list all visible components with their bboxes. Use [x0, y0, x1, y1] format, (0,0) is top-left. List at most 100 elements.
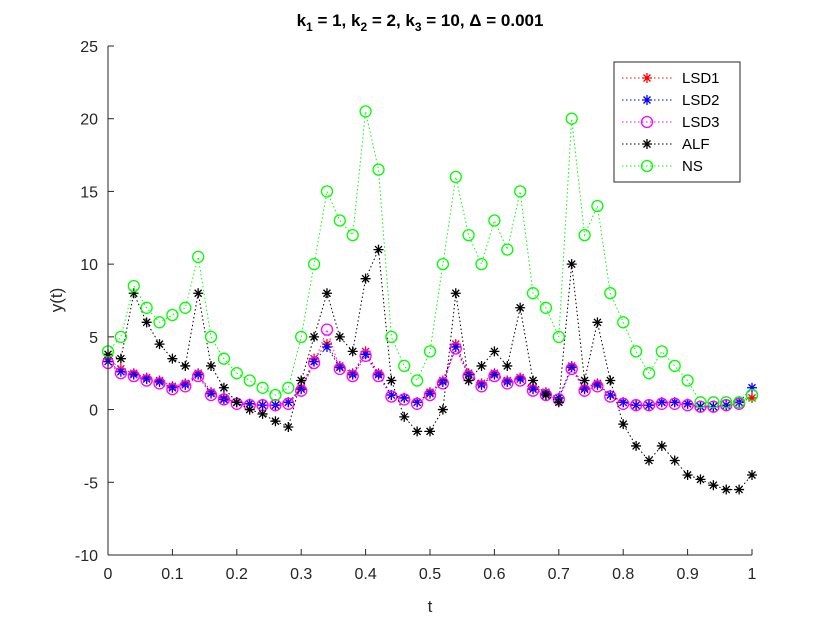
point-alf-20 [360, 273, 371, 284]
point-lsd3-22 [385, 390, 398, 403]
point-lsd3-4 [153, 377, 166, 390]
x-tick-label-9: 0.9 [676, 566, 698, 583]
point-lsd2-46 [695, 401, 706, 412]
x-axis-label: t [428, 597, 433, 616]
point-alf-45 [682, 470, 693, 481]
point-ns-38 [591, 199, 604, 213]
point-ns-29 [475, 257, 488, 271]
point-alf-1 [115, 353, 126, 364]
point-lsd3-40 [617, 397, 630, 410]
legend-item-lsd1: LSD1 [622, 70, 720, 87]
legend-marker-alf [642, 139, 652, 149]
point-lsd3-31 [501, 377, 514, 390]
point-ns-42 [642, 367, 656, 380]
x-tick-label-6: 0.6 [483, 566, 505, 583]
point-lsd2-28 [463, 369, 474, 380]
legend-box [613, 61, 741, 183]
point-lsd3-36 [565, 362, 578, 376]
point-ns-6 [179, 301, 192, 314]
x-tick-label-4: 0.4 [354, 566, 376, 583]
point-alf-4 [154, 339, 165, 350]
y-tick-label-3: 5 [89, 330, 98, 347]
point-lsd3-5 [166, 383, 179, 396]
legend-label-lsd1: LSD1 [682, 70, 720, 87]
point-alf-42 [643, 455, 654, 466]
point-lsd2-41 [631, 400, 642, 411]
point-alf-35 [553, 397, 564, 408]
point-lsd2-17 [321, 342, 332, 353]
legend-marker-lsd1 [642, 73, 652, 83]
point-alf-7 [193, 288, 204, 299]
point-lsd3-23 [398, 393, 411, 406]
y-tick-label-4: 10 [80, 257, 98, 274]
point-lsd2-44 [669, 397, 680, 408]
point-lsd3-42 [642, 399, 656, 412]
point-lsd2-39 [605, 390, 616, 401]
point-ns-28 [462, 228, 475, 242]
point-ns-49 [732, 396, 746, 409]
point-alf-41 [631, 440, 642, 451]
point-alf-13 [270, 416, 281, 427]
point-alf-17 [321, 288, 332, 299]
point-alf-46 [695, 474, 706, 485]
point-lsd3-26 [436, 377, 450, 390]
point-alf-44 [669, 455, 680, 466]
series-lsd3 [101, 323, 759, 413]
point-ns-24 [410, 374, 424, 387]
legend-item-ns: NS [622, 158, 703, 175]
point-lsd2-40 [618, 397, 629, 408]
point-ns-39 [604, 287, 617, 300]
point-alf-31 [502, 360, 513, 371]
point-lsd2-29 [476, 379, 487, 390]
y-tick-label-6: 20 [80, 112, 98, 129]
point-ns-44 [668, 359, 681, 373]
point-lsd2-2 [128, 369, 139, 380]
x-tick-label-0: 0 [104, 566, 113, 583]
y-tick-label-5: 15 [80, 184, 98, 201]
point-ns-32 [514, 185, 527, 198]
point-lsd2-11 [244, 398, 255, 409]
point-alf-12 [257, 408, 268, 419]
point-lsd2-43 [656, 397, 667, 408]
point-alf-48 [721, 484, 732, 495]
x-tick-label-3: 0.3 [290, 566, 312, 583]
chart-title: k1 = 1, k2 = 2, k3 = 10, Δ = 0.001 [297, 11, 544, 34]
legend-label-alf: ALF [682, 136, 710, 153]
point-lsd3-16 [307, 356, 321, 370]
point-lsd3-29 [475, 380, 488, 393]
point-alf-9 [218, 382, 229, 393]
title-segment-5: 3 [415, 20, 422, 34]
point-lsd2-38 [592, 379, 603, 390]
point-ns-15 [295, 330, 308, 344]
point-lsd3-38 [591, 380, 604, 393]
point-lsd2-4 [154, 376, 165, 387]
point-alf-15 [296, 375, 307, 386]
x-tick-label-8: 0.8 [612, 566, 634, 583]
point-lsd2-24 [412, 397, 423, 408]
point-alf-49 [734, 484, 745, 495]
point-ns-45 [681, 374, 694, 387]
point-lsd2-27 [450, 342, 461, 353]
point-ns-23 [398, 359, 411, 373]
point-lsd2-5 [167, 382, 178, 393]
point-ns-22 [385, 330, 398, 344]
point-lsd2-7 [193, 369, 204, 380]
x-tick-label-5: 0.5 [419, 566, 441, 583]
point-lsd2-16 [309, 356, 320, 367]
point-lsd3-8 [204, 388, 218, 402]
point-ns-11 [243, 374, 256, 387]
point-ns-16 [307, 257, 321, 271]
point-lsd2-33 [528, 384, 539, 395]
x-tick-label-1: 0.1 [161, 566, 183, 583]
point-ns-12 [256, 381, 269, 394]
point-ns-37 [578, 228, 591, 242]
point-ns-7 [192, 250, 205, 264]
point-alf-2 [128, 288, 139, 299]
point-ns-34 [539, 301, 553, 314]
point-ns-47 [707, 396, 720, 409]
point-lsd3-6 [179, 380, 192, 393]
point-alf-18 [334, 331, 345, 342]
point-alf-27 [450, 288, 461, 299]
legend-marker-ns [640, 159, 654, 173]
point-alf-32 [515, 302, 526, 313]
